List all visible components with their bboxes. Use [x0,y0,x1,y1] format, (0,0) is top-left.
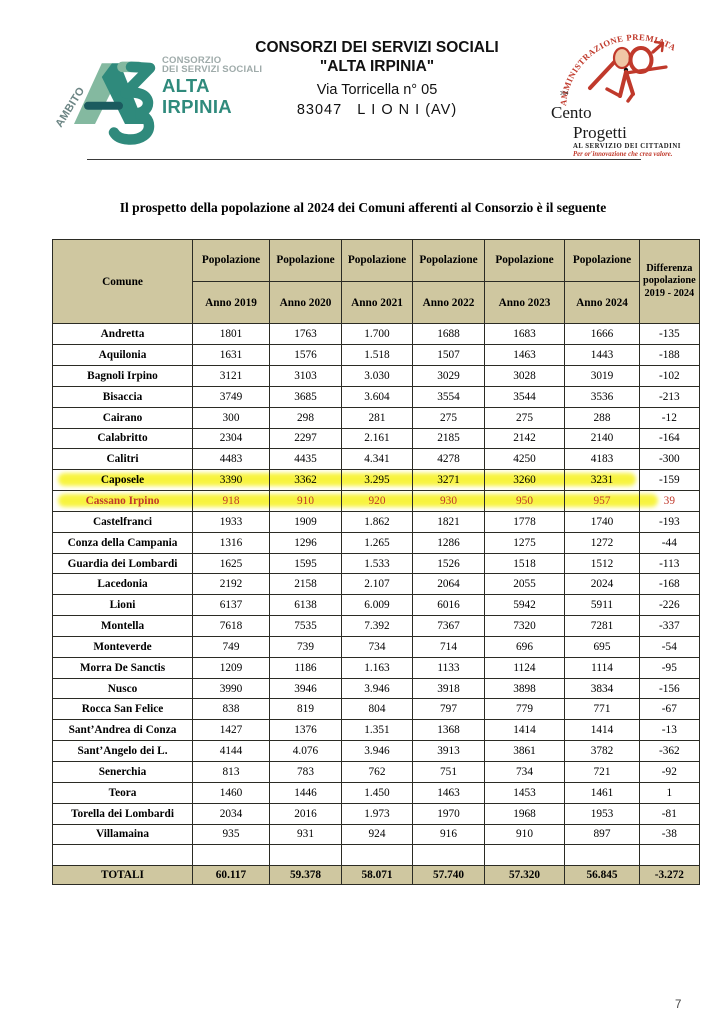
svg-text:5º edizione 2004: 5º edizione 2004 [560,90,569,97]
